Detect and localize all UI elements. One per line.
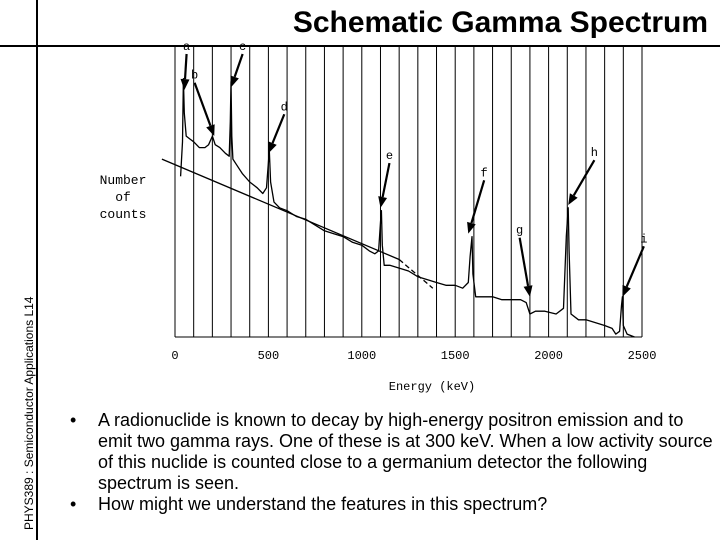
annotation-arrow-shaft: [271, 113, 286, 144]
annotation-arrow-shaft: [572, 159, 596, 197]
tick-label-layer: 0 500 1000 1500 2000 2500: [171, 349, 656, 363]
vertical-rule: [36, 0, 38, 540]
annotation-arrowhead: [268, 141, 277, 154]
annotation-arrowhead: [622, 284, 631, 297]
x-tick-label: 0: [171, 349, 178, 363]
annotation-layer: a b c d e f g h i: [180, 40, 647, 297]
peak-label-g: g: [516, 224, 523, 238]
peak-label-b: b: [191, 69, 198, 83]
peak-label-c: c: [239, 40, 246, 54]
peak-label-f: f: [481, 166, 488, 180]
annotation-arrowhead: [230, 75, 239, 88]
x-tick-label: 1000: [347, 349, 376, 363]
peak-label-h: h: [591, 146, 598, 160]
annotation-arrow-shaft: [233, 53, 244, 78]
x-tick-label: 2000: [534, 349, 563, 363]
horizontal-rule: [0, 45, 720, 47]
annotation-arrow-shaft: [625, 245, 645, 288]
annotation-arrow-shaft: [193, 82, 212, 127]
annotation-arrowhead: [206, 124, 215, 137]
dashed-continuum-line: [398, 259, 434, 289]
gamma-spectrum-chart: a b c d e f g h i 0 500 1000 1500 2000 2500 Energy (k…: [161, 40, 656, 394]
annotation-arrow-shaft: [381, 162, 391, 198]
x-tick-label: 2500: [628, 349, 657, 363]
spectrum-line: [179, 78, 635, 338]
annotation-arrowhead: [568, 193, 578, 205]
annotation-arrow-shaft: [470, 179, 486, 224]
bullet-list: • A radionuclide is known to decay by hig…: [66, 410, 716, 515]
annotation-arrow-shaft: [183, 53, 188, 80]
grid-layer: [174, 45, 643, 338]
peak-label-d: d: [281, 100, 288, 114]
bullet-text: A radionuclide is known to decay by high…: [98, 410, 713, 493]
y-axis-label: Number of counts: [99, 173, 147, 222]
x-tick-label: 500: [258, 349, 280, 363]
bullet-item: • How might we understand the features in…: [66, 494, 716, 515]
spectrum-line: [161, 158, 400, 261]
peak-label-e: e: [386, 149, 393, 163]
annotation-arrow-shaft: [518, 237, 530, 287]
bullet-item: • A radionuclide is known to decay by hig…: [66, 410, 716, 494]
annotation-arrowhead: [378, 196, 388, 208]
series-layer: [161, 78, 635, 338]
bullet-dot: •: [70, 494, 77, 514]
bullet-dot: •: [70, 410, 77, 430]
peak-label-i: i: [640, 232, 647, 246]
x-tick-label: 1500: [441, 349, 470, 363]
bullet-text: How might we understand the features in …: [98, 494, 548, 514]
annotation-arrowhead: [467, 221, 476, 234]
annotation-arrowhead: [523, 285, 533, 297]
peak-label-a: a: [183, 40, 190, 54]
slide-title: Schematic Gamma Spectrum: [292, 6, 708, 39]
annotation-arrowhead: [180, 78, 190, 91]
x-axis-label: Energy (keV): [389, 380, 475, 394]
